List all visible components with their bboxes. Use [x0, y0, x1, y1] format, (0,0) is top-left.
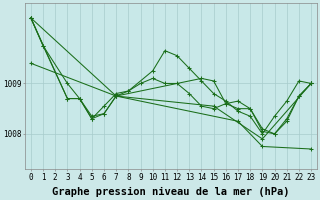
X-axis label: Graphe pression niveau de la mer (hPa): Graphe pression niveau de la mer (hPa) — [52, 187, 290, 197]
